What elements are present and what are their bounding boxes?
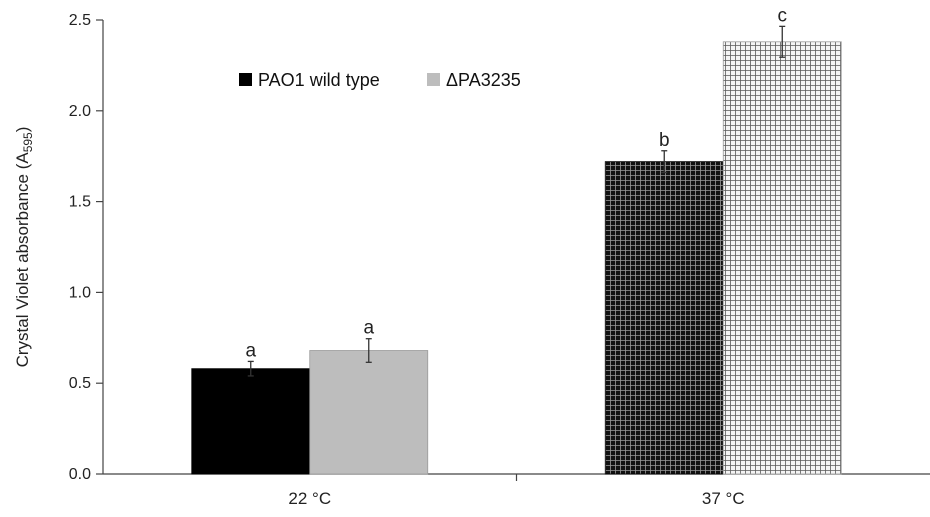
legend-label-dpa3235: ΔPA3235 — [446, 70, 521, 90]
legend-swatch-pao1 — [239, 73, 252, 86]
legend-label-pao1: PAO1 wild type — [258, 70, 380, 90]
y-axis-label: Crystal Violet absorbance (A595) — [13, 127, 35, 368]
y-tick-label: 1.5 — [69, 194, 91, 211]
significance-label: b — [659, 130, 670, 151]
y-axis-label-end: ) — [13, 127, 32, 133]
y-axis-label-subscript: 595 — [21, 132, 35, 152]
significance-label: a — [363, 318, 374, 339]
bar-dpa3235-37c — [722, 41, 842, 475]
legend: PAO1 wild type ΔPA3235 — [239, 70, 521, 90]
x-category-label: 37 °C — [702, 489, 745, 508]
y-tick-label: 0.5 — [69, 375, 91, 392]
bars: a a b c — [191, 5, 842, 475]
bar-pao1-22c — [191, 368, 311, 475]
bar-dpa3235-22c — [309, 350, 429, 475]
y-tick-label: 1.0 — [69, 284, 91, 301]
y-axis: 0.0 0.5 1.0 1.5 2.0 2.5 — [69, 12, 104, 483]
significance-label: c — [778, 5, 788, 26]
significance-label: a — [245, 340, 256, 361]
y-tick-label: 2.0 — [69, 103, 91, 120]
y-tick-label: 0.0 — [69, 466, 91, 483]
bar-pao1-37c — [604, 161, 724, 475]
x-category-label: 22 °C — [288, 489, 331, 508]
legend-swatch-dpa3235 — [427, 73, 440, 86]
y-tick-label: 2.5 — [69, 12, 91, 29]
x-axis: 22 °C 37 °C — [103, 473, 930, 508]
y-axis-label-main: Crystal Violet absorbance (A — [13, 152, 32, 368]
